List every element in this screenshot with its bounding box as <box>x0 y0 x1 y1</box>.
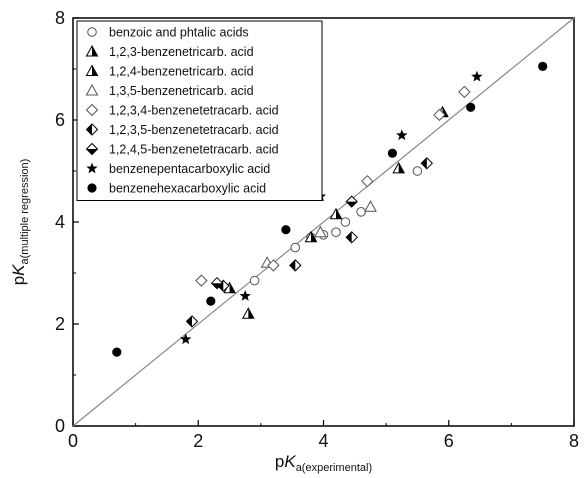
data-point <box>241 307 255 319</box>
x-tick-label: 8 <box>569 431 579 451</box>
data-point <box>466 102 476 112</box>
data-point <box>396 129 408 141</box>
legend-label: benzoic and phtalic acids <box>109 26 249 40</box>
data-point <box>185 315 199 328</box>
legend-marker <box>85 123 99 136</box>
y-axis-label: pKa(multiple regression) <box>9 159 31 286</box>
data-point <box>281 225 291 235</box>
legend-marker <box>85 44 99 57</box>
x-axis-label: pKa(experimental) <box>275 452 372 474</box>
legend-label: 1,3,5-benzenetricarb. acid <box>109 84 254 98</box>
legend-marker <box>87 183 97 193</box>
data-point <box>195 274 208 287</box>
plot-area <box>72 17 575 427</box>
legend-label: 1,2,4,5-benzenetetracarb. acid <box>109 143 279 157</box>
y-tick-label: 0 <box>55 416 65 436</box>
legend-label: 1,2,3,4-benzenetetracarb. acid <box>109 104 279 118</box>
data-point <box>458 85 471 99</box>
x-tick-label: 6 <box>444 431 454 451</box>
data-point <box>340 217 351 227</box>
data-point <box>471 70 483 82</box>
data-point <box>356 207 366 217</box>
data-point <box>345 195 358 208</box>
data-point <box>249 275 260 286</box>
reference-line <box>72 17 575 427</box>
legend: benzoic and phtalic acids 1,2,3-benzenetr… <box>76 20 323 201</box>
y-tick-label: 2 <box>55 314 65 334</box>
data-point <box>329 207 343 220</box>
series-6 <box>185 157 434 328</box>
data-point <box>304 230 318 243</box>
legend-label: 1,2,3-benzenetricarb. acid <box>109 45 254 59</box>
legend-marker <box>87 27 97 37</box>
data-point <box>267 259 280 272</box>
data-point <box>210 276 224 290</box>
data-point <box>412 166 423 176</box>
legend-label: benzenepentacarboxylic acid <box>109 162 270 176</box>
data-point <box>206 296 216 306</box>
legend-marker <box>85 64 99 76</box>
legend-label: 1,2,4-benzenetricarb. acid <box>109 65 254 79</box>
data-point <box>314 225 327 238</box>
legend-marker <box>85 83 99 96</box>
series-7 <box>210 195 358 290</box>
data-point <box>331 227 341 237</box>
series-2 <box>241 161 406 319</box>
legend-marker <box>85 103 99 117</box>
data-point <box>290 242 301 253</box>
data-point <box>392 161 406 174</box>
axis-labels: pKa(experimental) pKa(multiple regression… <box>9 159 372 474</box>
y-tick-label: 8 <box>55 8 65 28</box>
legend-marker <box>85 142 99 156</box>
series-9 <box>112 61 548 357</box>
data-point <box>239 290 251 301</box>
data-point <box>361 174 374 188</box>
x-tick-label: 2 <box>193 431 203 451</box>
y-tick-label: 6 <box>55 110 65 130</box>
data-point <box>179 333 192 345</box>
data-point <box>112 347 122 357</box>
series-5 <box>195 85 471 287</box>
data-point <box>387 148 397 158</box>
legend-box <box>76 20 323 201</box>
legend-label: benzenehexacarboxylic acid <box>109 182 266 196</box>
data-point <box>364 200 377 212</box>
tick-labels: 0 2 4 6 8 0 2 4 6 8 <box>55 8 579 451</box>
data-point <box>345 231 358 244</box>
legend-label: 1,2,3,5-benzenetetracarb. acid <box>109 123 279 137</box>
x-tick-label: 4 <box>318 431 328 451</box>
data-point <box>538 61 548 71</box>
data-point <box>420 157 434 170</box>
legend-marker <box>86 162 98 174</box>
data-point <box>433 108 446 122</box>
x-tick-label: 0 <box>68 431 78 451</box>
data-point <box>289 259 302 272</box>
y-tick-label: 4 <box>55 212 65 232</box>
